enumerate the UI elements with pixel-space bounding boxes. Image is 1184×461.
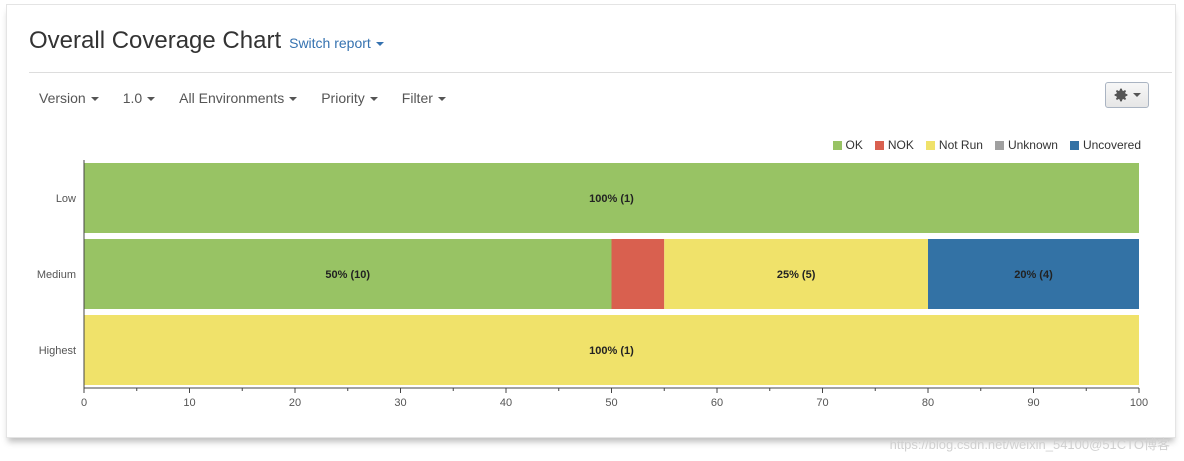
legend-label: Uncovered [1082,138,1141,152]
version-value-dropdown[interactable]: 1.0 [122,90,156,106]
chevron-down-icon [375,42,384,47]
environment-dropdown-label: All Environments [179,90,285,106]
legend-item-not-run[interactable]: Not Run [925,138,983,152]
switch-report-dropdown[interactable]: Switch report [289,35,384,51]
watermark-text: https://blog.csdn.net/weixin_54100@51CTO… [889,437,1170,452]
settings-button[interactable] [1105,82,1149,108]
legend-item-unknown[interactable]: Unknown [994,138,1058,152]
priority-dropdown-label: Priority [321,90,365,106]
legend-label: OK [845,138,863,152]
legend-swatch [874,140,884,150]
bar-medium-not-run[interactable] [664,239,928,309]
chevron-down-icon [437,97,446,102]
bar-highest-not-run[interactable] [84,315,1139,385]
version-dropdown[interactable]: Version [39,90,99,106]
bar-medium-uncovered[interactable] [928,239,1139,309]
bar-medium-ok[interactable] [84,239,612,309]
environment-dropdown[interactable]: All Environments [179,90,298,106]
chevron-down-icon [90,97,99,102]
filter-toolbar: Version 1.0 All Environments Priority Fi… [39,87,470,109]
legend-swatch [994,140,1004,150]
chevron-down-icon [289,97,298,102]
bar-medium-nok[interactable] [611,239,665,309]
chevron-down-icon [369,97,378,102]
version-value-label: 1.0 [122,90,143,106]
legend-item-uncovered[interactable]: Uncovered [1069,138,1141,152]
chart-legend: OK NOK Not Run Unknown Uncovered [821,138,1141,152]
version-dropdown-label: Version [39,90,86,106]
legend-swatch [1069,140,1079,150]
priority-dropdown[interactable]: Priority [321,90,378,106]
legend-item-ok[interactable]: OK [832,138,863,152]
page-title: Overall Coverage Chart [29,27,282,54]
legend-swatch [925,140,935,150]
header-divider [29,72,1172,73]
chevron-down-icon [147,97,156,102]
legend-item-nok[interactable]: NOK [874,138,914,152]
legend-label: NOK [887,138,914,152]
gear-icon [1114,88,1128,102]
filter-dropdown-label: Filter [401,90,433,106]
legend-label: Unknown [1007,138,1058,152]
chevron-down-icon [1133,93,1141,97]
filter-dropdown[interactable]: Filter [402,90,446,106]
legend-label: Not Run [938,138,983,152]
report-header: Overall Coverage Chart Switch report [29,27,384,55]
switch-report-label: Switch report [289,35,371,51]
legend-swatch [832,140,842,150]
bar-low-ok[interactable] [84,163,1139,233]
